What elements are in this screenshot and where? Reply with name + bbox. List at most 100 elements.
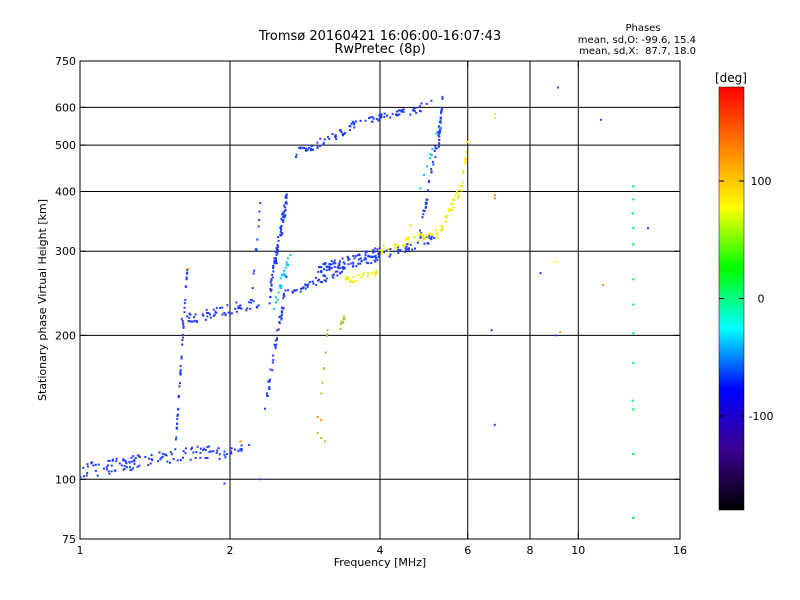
data-point bbox=[122, 468, 125, 471]
data-point bbox=[413, 236, 416, 239]
data-point bbox=[147, 457, 150, 460]
data-point bbox=[115, 460, 118, 463]
data-point bbox=[240, 444, 243, 447]
data-point bbox=[351, 280, 354, 283]
data-point bbox=[341, 133, 344, 136]
data-point bbox=[407, 236, 410, 239]
data-point bbox=[337, 264, 340, 267]
data-point bbox=[438, 143, 441, 146]
data-point bbox=[348, 276, 351, 279]
data-point bbox=[191, 446, 194, 449]
y-tick-label: 100 bbox=[55, 473, 76, 486]
data-point bbox=[397, 246, 400, 249]
data-point bbox=[358, 254, 361, 257]
data-point bbox=[320, 392, 323, 395]
data-point bbox=[282, 213, 285, 216]
data-point bbox=[107, 470, 110, 473]
data-point bbox=[186, 315, 189, 318]
data-point bbox=[328, 263, 331, 266]
data-point bbox=[347, 263, 350, 266]
phases-annotation-x: mean, sd,X: 87.7, 18.0 bbox=[579, 46, 696, 57]
data-point bbox=[365, 250, 368, 253]
data-point bbox=[283, 210, 286, 213]
data-point bbox=[353, 280, 356, 283]
data-point bbox=[254, 248, 257, 251]
data-point bbox=[230, 312, 233, 315]
data-point bbox=[268, 386, 271, 389]
data-point bbox=[283, 215, 286, 218]
data-point bbox=[280, 287, 283, 290]
data-point bbox=[268, 378, 271, 381]
data-point bbox=[279, 277, 282, 280]
data-point bbox=[276, 250, 279, 253]
data-point bbox=[175, 426, 178, 429]
data-point bbox=[310, 144, 313, 147]
data-point bbox=[226, 304, 229, 307]
data-point bbox=[276, 298, 279, 301]
data-point bbox=[419, 105, 422, 108]
data-point bbox=[239, 440, 242, 443]
data-point bbox=[333, 259, 336, 262]
data-point bbox=[217, 447, 220, 450]
data-point bbox=[428, 179, 431, 182]
data-point bbox=[364, 254, 367, 257]
data-point bbox=[459, 184, 462, 187]
data-point bbox=[202, 449, 205, 452]
data-point bbox=[342, 315, 345, 318]
data-point bbox=[138, 456, 141, 459]
data-point bbox=[247, 301, 250, 304]
data-point bbox=[128, 466, 131, 469]
data-point bbox=[461, 185, 464, 188]
data-point bbox=[387, 247, 390, 250]
data-point bbox=[422, 213, 425, 216]
data-point bbox=[213, 313, 216, 316]
data-point bbox=[448, 209, 451, 212]
data-point bbox=[196, 445, 199, 448]
data-point bbox=[190, 448, 193, 451]
data-point bbox=[405, 245, 408, 248]
data-point bbox=[352, 276, 355, 279]
data-point bbox=[632, 185, 635, 188]
data-point bbox=[397, 245, 400, 248]
data-point bbox=[451, 202, 454, 205]
data-point bbox=[402, 245, 405, 248]
data-point bbox=[285, 275, 288, 278]
data-point bbox=[372, 249, 375, 252]
data-point bbox=[239, 304, 242, 307]
data-point bbox=[556, 86, 559, 89]
data-point bbox=[273, 259, 276, 262]
data-point bbox=[430, 99, 433, 102]
data-point bbox=[175, 427, 178, 430]
data-point bbox=[161, 455, 164, 458]
data-point bbox=[206, 315, 209, 318]
data-point bbox=[345, 278, 348, 281]
data-point bbox=[393, 250, 396, 253]
data-point bbox=[382, 244, 385, 247]
data-point bbox=[378, 117, 381, 120]
data-point bbox=[279, 234, 282, 237]
data-point bbox=[462, 170, 465, 173]
data-point bbox=[280, 213, 283, 216]
data-point bbox=[275, 253, 278, 256]
data-point bbox=[275, 343, 278, 346]
data-point bbox=[405, 237, 408, 240]
data-point bbox=[285, 193, 288, 196]
data-point bbox=[299, 287, 302, 290]
data-point bbox=[344, 132, 347, 135]
data-point bbox=[493, 194, 496, 197]
data-point bbox=[431, 160, 434, 163]
data-point bbox=[179, 372, 182, 375]
data-point bbox=[319, 137, 322, 140]
data-point bbox=[423, 209, 426, 212]
y-tick-label: 750 bbox=[55, 55, 76, 68]
data-point bbox=[452, 198, 455, 201]
data-point bbox=[284, 266, 287, 269]
data-point bbox=[277, 291, 280, 294]
data-point bbox=[406, 243, 409, 246]
data-point bbox=[166, 460, 169, 463]
data-point bbox=[427, 242, 430, 245]
data-point bbox=[434, 156, 437, 159]
data-point bbox=[235, 301, 238, 304]
data-point bbox=[107, 464, 110, 467]
